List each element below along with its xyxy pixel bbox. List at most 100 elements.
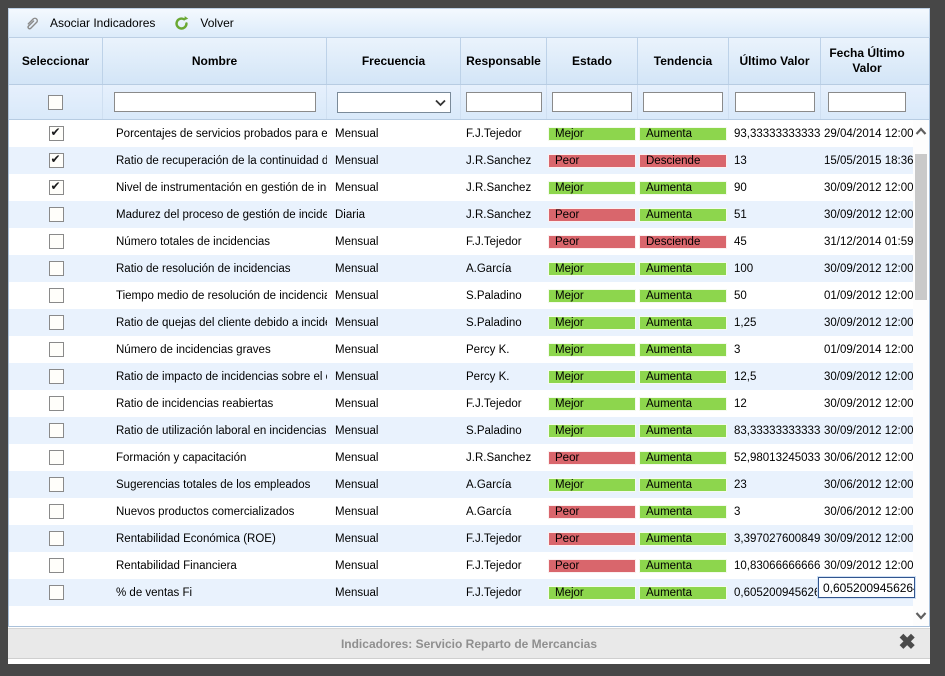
row-ultimo-valor: 10,830666666667: [734, 559, 821, 572]
row-checkbox[interactable]: [48, 423, 64, 438]
tendencia-badge: Desciende: [639, 153, 727, 168]
row-checkbox[interactable]: [48, 450, 64, 465]
row-estado: Peor: [547, 444, 638, 471]
table-row[interactable]: Nuevos productos comercializados Mensual…: [9, 498, 913, 525]
row-ultimo-valor: 1,25: [734, 316, 757, 329]
row-tendencia: Desciende: [638, 147, 729, 174]
row-checkbox[interactable]: [48, 477, 64, 492]
row-estado: Mejor: [547, 579, 638, 606]
table-row[interactable]: Formación y capacitación Mensual J.R.San…: [9, 444, 913, 471]
row-tendencia: Aumenta: [638, 525, 729, 552]
row-checkbox[interactable]: [48, 396, 64, 411]
header-seleccionar[interactable]: Seleccionar: [9, 38, 103, 84]
table-row[interactable]: Ratio de quejas del cliente debido a inc…: [9, 309, 913, 336]
row-fecha: 31/12/2014 01:59: [824, 235, 913, 248]
table-row[interactable]: Rentabilidad Financiera Mensual F.J.Teje…: [9, 552, 913, 579]
header-ultimo-valor[interactable]: Último Valor: [729, 38, 821, 84]
row-estado: Mejor: [547, 255, 638, 282]
row-checkbox[interactable]: [48, 342, 64, 357]
row-frecuencia: Mensual: [335, 559, 379, 572]
row-ultimo-valor: 51: [734, 208, 747, 221]
table-row[interactable]: Ratio de resolución de incidencias Mensu…: [9, 255, 913, 282]
row-checkbox[interactable]: [48, 234, 64, 249]
row-fecha: 30/09/2012 12:00: [824, 181, 913, 194]
table-row[interactable]: Ratio de impacto de incidencias sobre el…: [9, 363, 913, 390]
row-responsable: J.R.Sanchez: [466, 208, 532, 221]
header-fecha-ultimo-valor[interactable]: Fecha Último Valor: [829, 46, 905, 75]
row-frecuencia: Mensual: [335, 478, 379, 491]
header-responsable[interactable]: Responsable: [461, 38, 547, 84]
row-ultimo-valor: 93,333333333333: [734, 127, 821, 140]
back-button[interactable]: Volver: [173, 15, 234, 32]
table-row[interactable]: Tiempo medio de resolución de incidencia…: [9, 282, 913, 309]
row-fecha: 30/09/2012 12:00: [824, 316, 913, 329]
row-checkbox[interactable]: [48, 207, 64, 222]
row-checkbox[interactable]: [48, 531, 64, 546]
close-icon[interactable]: ✖: [898, 631, 916, 654]
table-row[interactable]: Número de incidencias graves Mensual Per…: [9, 336, 913, 363]
row-frecuencia: Mensual: [335, 397, 379, 410]
table-row[interactable]: Ratio de recuperación de la continuidad …: [9, 147, 913, 174]
filter-estado-input[interactable]: [552, 92, 632, 112]
tendencia-badge: Aumenta: [639, 342, 727, 357]
indicators-table: Seleccionar Nombre Frecuencia Responsabl…: [8, 38, 930, 627]
filter-fecha-input[interactable]: [828, 92, 906, 112]
row-checkbox[interactable]: [48, 152, 64, 168]
scrollbar-thumb[interactable]: [915, 154, 927, 300]
filter-nombre-input[interactable]: [113, 92, 316, 112]
row-nombre: Ratio de impacto de incidencias sobre el…: [116, 370, 327, 383]
header-estado[interactable]: Estado: [547, 38, 638, 84]
row-nombre: Ratio de incidencias reabiertas: [116, 397, 274, 410]
table-row[interactable]: Nivel de instrumentación en gestión de i…: [9, 174, 913, 201]
row-responsable: F.J.Tejedor: [466, 235, 522, 248]
chevron-down-icon[interactable]: [913, 606, 929, 624]
associate-indicators-button[interactable]: Asociar Indicadores: [23, 15, 155, 32]
row-checkbox[interactable]: [48, 585, 64, 600]
row-fecha: 15/05/2015 18:36: [824, 154, 913, 167]
row-frecuencia: Mensual: [335, 343, 379, 356]
row-checkbox[interactable]: [48, 558, 64, 573]
row-responsable: F.J.Tejedor: [466, 127, 522, 140]
row-tendencia: Aumenta: [638, 174, 729, 201]
row-fecha: 30/06/2012 12:00: [824, 451, 913, 464]
table-row[interactable]: Madurez del proceso de gestión de incide…: [9, 201, 913, 228]
chevron-up-icon[interactable]: [913, 122, 929, 140]
tendencia-badge: Aumenta: [639, 261, 727, 276]
row-checkbox[interactable]: [48, 125, 64, 141]
tendencia-badge: Aumenta: [639, 315, 727, 330]
filter-ultimo-valor-input[interactable]: [734, 92, 815, 112]
row-checkbox[interactable]: [48, 179, 64, 195]
table-row[interactable]: % de ventas Fi Mensual F.J.Tejedor Mejor…: [9, 579, 913, 606]
row-checkbox[interactable]: [48, 261, 64, 276]
row-estado: Mejor: [547, 282, 638, 309]
row-ultimo-valor: 3,3970276008493: [734, 532, 821, 545]
row-estado: Peor: [547, 201, 638, 228]
select-all-checkbox[interactable]: [48, 94, 63, 110]
row-nombre: Sugerencias totales de los empleados: [116, 478, 311, 491]
filter-responsable-input[interactable]: [465, 92, 542, 112]
row-nombre: Número totales de incidencias: [116, 235, 271, 248]
header-tendencia[interactable]: Tendencia: [638, 38, 729, 84]
table-row[interactable]: Porcentajes de servicios probados para e…: [9, 120, 913, 147]
table-row[interactable]: Ratio de incidencias reabiertas Mensual …: [9, 390, 913, 417]
table-row[interactable]: Ratio de utilización laboral en incidenc…: [9, 417, 913, 444]
header-frecuencia[interactable]: Frecuencia: [327, 38, 461, 84]
header-nombre[interactable]: Nombre: [103, 38, 327, 84]
estado-badge: Peor: [548, 450, 636, 465]
row-checkbox[interactable]: [48, 288, 64, 303]
filter-frecuencia-select[interactable]: [336, 91, 451, 113]
vertical-scrollbar[interactable]: [913, 120, 929, 626]
row-responsable: A.García: [466, 262, 512, 275]
table-row[interactable]: Número totales de incidencias Mensual F.…: [9, 228, 913, 255]
table-row[interactable]: Sugerencias totales de los empleados Men…: [9, 471, 913, 498]
row-estado: Mejor: [547, 336, 638, 363]
table-row[interactable]: Rentabilidad Económica (ROE) Mensual F.J…: [9, 525, 913, 552]
row-responsable: J.R.Sanchez: [466, 181, 532, 194]
tendencia-badge: Aumenta: [639, 504, 727, 519]
filter-tendencia-input[interactable]: [643, 92, 723, 112]
row-checkbox[interactable]: [48, 315, 64, 330]
row-checkbox[interactable]: [48, 504, 64, 519]
estado-badge: Mejor: [548, 342, 636, 357]
row-checkbox[interactable]: [48, 369, 64, 384]
row-estado: Mejor: [547, 390, 638, 417]
